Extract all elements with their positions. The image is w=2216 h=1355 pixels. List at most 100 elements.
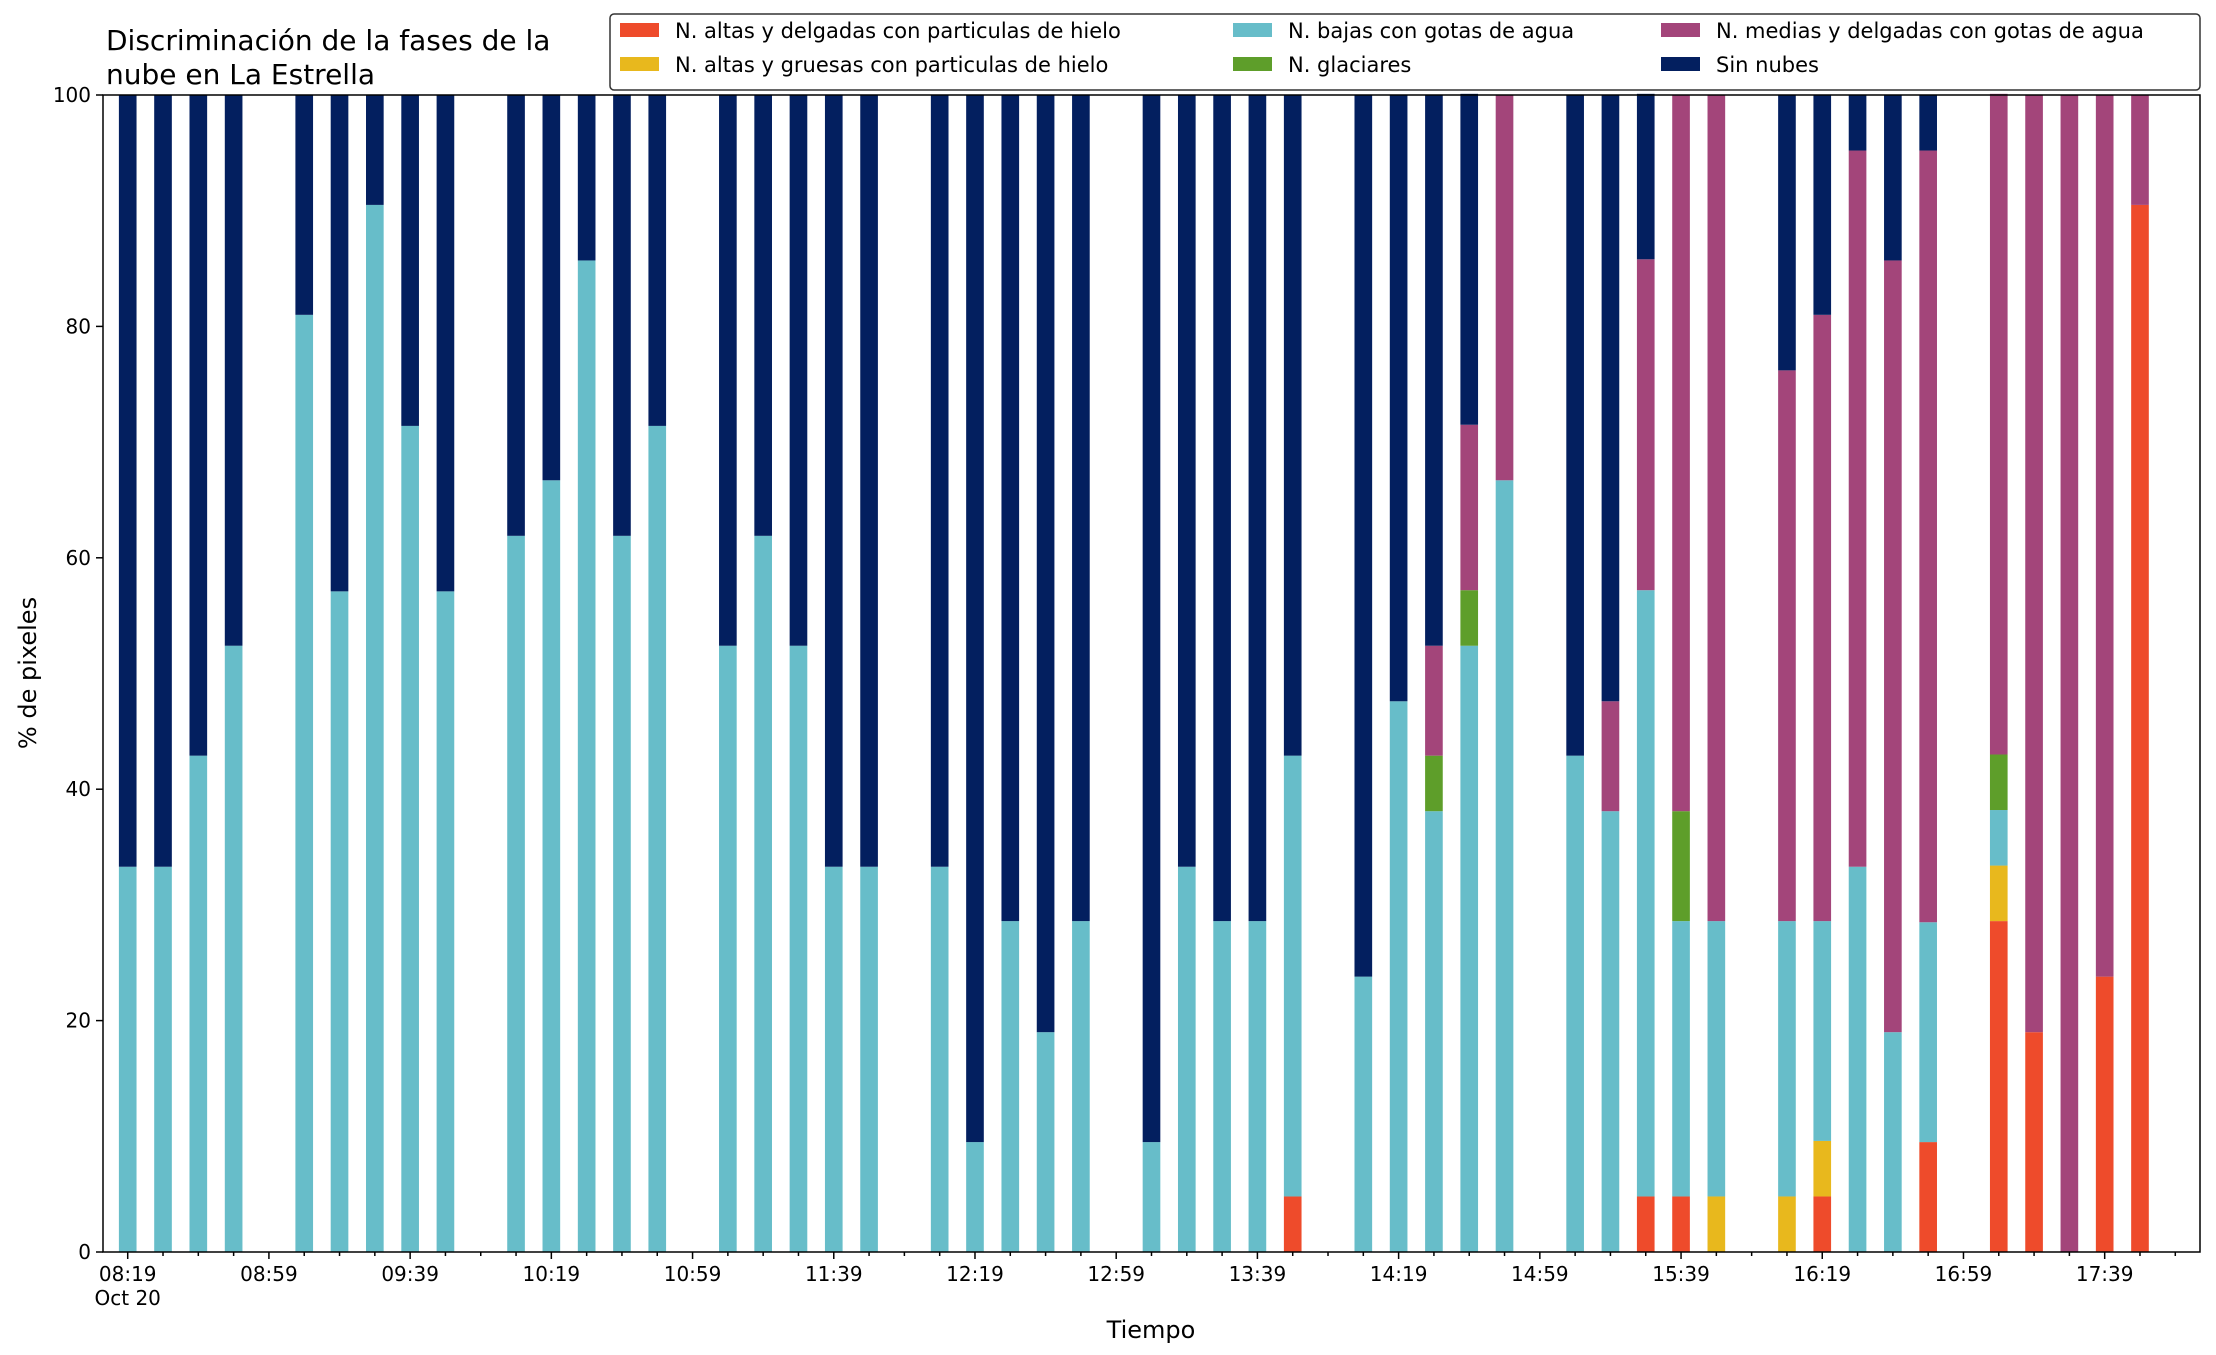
bar-segment-15-bajas [648,425,667,1252]
bar-segment-9-bajas [436,591,455,1252]
bar-segment-42-medias [1601,701,1620,812]
bar-segment-49-sin_nubes [1848,95,1867,151]
bar-segment-19-sin_nubes [789,95,808,646]
legend-label-altas_gruesas: N. altas y gruesas con particulas de hie… [675,53,1108,77]
bar-segment-19-bajas [789,645,808,1252]
legend-swatch-altas_delgadas [620,23,659,37]
bar-segment-17-sin_nubes [719,95,737,646]
bar-segment-44-bajas [1672,921,1690,1197]
bar-segment-45-bajas [1707,921,1726,1197]
bar-segment-50-medias [1884,260,1902,1033]
bar-segment-45-altas_gruesas [1707,1196,1726,1252]
bar-segment-50-bajas [1884,1032,1902,1252]
bar-segment-48-medias [1813,314,1832,922]
y-tick-label-0: 0 [78,1240,91,1264]
legend-swatch-glaciares [1233,57,1272,71]
bar-segment-36-bajas [1389,701,1408,1252]
legend-label-glaciares: N. glaciares [1288,53,1411,77]
bar-segment-56-medias [2095,95,2114,977]
bar-segment-5-bajas [295,314,314,1253]
x-tick-label-36: 14:19 [1370,1262,1428,1286]
bar-segment-30-sin_nubes [1177,95,1196,867]
bar-segment-29-bajas [1142,1142,1161,1252]
x-tick-label-0: 08:19 [99,1262,157,1286]
bar-segment-17-bajas [719,645,737,1252]
bar-segment-26-sin_nubes [1036,95,1055,1033]
bar-segment-0-sin_nubes [118,95,137,867]
bar-segment-49-medias [1848,150,1867,867]
bar-segment-2-bajas [189,755,208,1252]
y-tick-label-80: 80 [66,314,91,338]
bar-segment-37-sin_nubes [1425,95,1443,646]
x-tick-label-32: 13:39 [1229,1262,1287,1286]
x-tick-label-40: 14:59 [1511,1262,1569,1286]
bar-segment-41-bajas [1566,755,1584,1252]
y-axis-ticks: 0 20 40 60 80 100 [53,83,103,1264]
bar-segment-53-altas_delgadas [1989,921,2008,1252]
x-tick-label-20: 11:39 [805,1262,863,1286]
bar-segment-23-sin_nubes [930,95,949,867]
bar-segment-11-sin_nubes [507,95,525,536]
bar-segment-25-bajas [1001,921,1020,1252]
bar-segment-7-bajas [366,204,384,1252]
bar-segment-18-bajas [754,535,772,1252]
bar-segment-33-bajas [1283,755,1302,1197]
bar-segment-47-sin_nubes [1778,95,1796,371]
bar-segment-25-sin_nubes [1001,95,1020,922]
bar-segment-47-altas_gruesas [1778,1196,1796,1252]
bar-segment-44-glaciares [1672,811,1690,922]
bar-segment-33-altas_delgadas [1283,1196,1302,1252]
bar-segment-27-sin_nubes [1072,95,1090,922]
chart-title: Discriminación de la fases de la nube en… [106,24,550,91]
bar-segment-5-sin_nubes [295,95,314,315]
legend: N. altas y delgadas con particulas de hi… [609,13,2201,91]
bar-segment-31-sin_nubes [1213,95,1231,922]
bar-segment-35-sin_nubes [1354,95,1373,977]
y-tick-label-20: 20 [66,1009,91,1033]
bar-segment-38-glaciares [1460,590,1479,646]
bar-segment-44-medias [1672,95,1690,812]
bar-segment-29-sin_nubes [1142,95,1161,1143]
bar-segment-39-bajas [1495,480,1514,1252]
bar-segment-13-bajas [577,260,596,1252]
bar-segment-20-sin_nubes [824,95,843,867]
bar-segment-9-sin_nubes [436,95,455,592]
bar-segment-54-medias [2025,95,2043,1033]
bar-segment-39-medias [1495,95,1514,481]
bar-segment-38-sin_nubes [1460,93,1479,425]
bar-segment-8-sin_nubes [401,95,419,426]
bar-segment-11-bajas [507,535,525,1252]
bar-segment-37-medias [1425,645,1443,756]
bar-segment-51-altas_delgadas [1919,1142,1937,1252]
bar-segment-48-altas_gruesas [1813,1140,1832,1197]
bar-segment-47-medias [1778,370,1796,922]
bar-segment-3-bajas [224,645,243,1252]
legend-swatch-bajas [1233,23,1272,37]
bar-segment-2-sin_nubes [189,95,208,756]
y-axis-label: % de pixeles [14,597,42,749]
legend-label-altas_delgadas: N. altas y delgadas con particulas de hi… [675,19,1121,43]
y-tick-label-60: 60 [66,546,91,570]
legend-box [609,13,2201,91]
bar-segment-48-altas_delgadas [1813,1196,1832,1252]
bar-segment-12-sin_nubes [542,95,561,481]
bar-segment-7-sin_nubes [366,95,384,205]
x-tick-label-8: 09:39 [381,1262,439,1286]
bar-segment-37-bajas [1425,811,1443,1252]
bar-segment-14-bajas [613,535,631,1252]
plot-frame [102,94,2201,1253]
bar-segment-26-bajas [1036,1032,1055,1252]
bar-segment-21-bajas [860,866,878,1252]
x-tick-label-24: 12:19 [946,1262,1004,1286]
bar-segment-57-medias [2131,95,2149,205]
bar-segment-6-sin_nubes [330,95,349,592]
chart-title-line-1: Discriminación de la fases de la [106,24,550,57]
bar-segment-43-sin_nubes [1636,93,1655,260]
bar-segment-35-bajas [1354,976,1373,1252]
bar-segment-38-bajas [1460,645,1479,1252]
legend-label-medias: N. medias y delgadas con gotas de agua [1716,19,2144,43]
bar-segment-53-glaciares [1989,754,2008,811]
bar-segment-54-altas_delgadas [2025,1032,2043,1252]
